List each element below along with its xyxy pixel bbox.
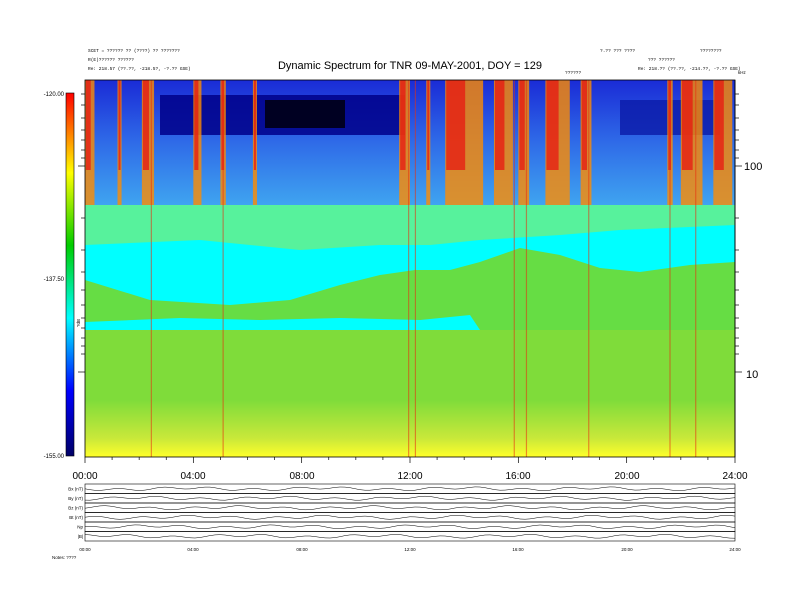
bottom-x-tick-0: 00:00 xyxy=(79,547,91,552)
panel-label-0: Bx (nT) xyxy=(68,486,83,491)
colorbar xyxy=(65,92,75,457)
spectrogram-upper-green xyxy=(85,205,735,250)
spectrogram-lower-band xyxy=(85,330,735,457)
bottom-x-tick-2: 08:00 xyxy=(296,547,308,552)
header-right-line2: ??? ?????? xyxy=(648,57,675,63)
burst-core-5 xyxy=(253,80,256,170)
bottom-x-tick-3: 12:00 xyxy=(404,547,416,552)
panel-label-2: Bz (nT) xyxy=(68,505,83,510)
header-left-line1: SCET = ?????? ?? (????) ?? ??????? xyxy=(88,48,180,54)
header-center-small: ?????? xyxy=(565,70,582,76)
y-tick-10: 10 xyxy=(746,369,758,381)
panel-frame-5 xyxy=(84,531,736,542)
panel-label-5: |B| xyxy=(78,534,83,539)
x-tick-6: 24:00 xyxy=(722,471,747,482)
panel-label-3: Bt (nT) xyxy=(69,515,83,520)
burst-core-12 xyxy=(581,80,588,170)
panel-trace-2 xyxy=(84,505,736,511)
y-tick-100: 100 xyxy=(744,161,762,173)
spectrogram-dark-core xyxy=(265,100,345,128)
burst-core-11 xyxy=(546,80,559,170)
burst-core-2 xyxy=(142,80,149,170)
burst-core-1 xyxy=(118,80,121,170)
spectrogram xyxy=(85,80,735,457)
header-right-line1: ?.?? ??? ???? xyxy=(600,48,635,54)
x-tick-3: 12:00 xyxy=(397,471,422,482)
burst-core-9 xyxy=(494,80,505,170)
header-left-line2: R(E)?????? ?????? xyxy=(88,57,134,63)
burst-core-10 xyxy=(519,80,525,170)
x-tick-4: 16:00 xyxy=(505,471,530,482)
colorbar-tick-bottom: -155.00 xyxy=(44,454,65,460)
panel-trace-4 xyxy=(84,524,736,529)
x-tick-5: 20:00 xyxy=(614,471,639,482)
burst-core-6 xyxy=(400,80,406,170)
header-far-right-line1: ???????? xyxy=(700,48,722,54)
panel-trace-5 xyxy=(84,534,736,539)
x-tick-2: 08:00 xyxy=(289,471,314,482)
burst-core-14 xyxy=(681,80,693,170)
right-axis-ticks xyxy=(78,93,742,373)
header-left-line3: Re: 218.57 (??.??, -218.5?, -?.?? GSE) xyxy=(88,66,191,72)
panel-frame-4 xyxy=(84,521,736,532)
bottom-x-tick-4: 16:00 xyxy=(512,547,524,552)
burst-core-15 xyxy=(714,80,724,170)
burst-core-8 xyxy=(446,80,466,170)
burst-core-0 xyxy=(86,80,91,170)
panel-frame-3 xyxy=(84,512,736,523)
colorbar-tick-mid: -137.50 xyxy=(44,277,65,283)
lower-panels: Bx (nT) By (nT) Bz (nT) Bt (nT) Np |B| xyxy=(68,483,736,542)
bottom-notes-label: Notes: ???? xyxy=(52,555,77,560)
burst-core-3 xyxy=(194,80,199,170)
colorbar-tick-top: -120.00 xyxy=(44,92,65,98)
panel-label-4: Np xyxy=(77,524,83,529)
x-tick-0: 00:00 xyxy=(72,471,97,482)
chart-title: Dynamic Spectrum for TNR 09-MAY-2001, DO… xyxy=(278,60,542,72)
header-right-line3: Re: 218.?? (??.??, -214.??, -?.?? GSE) xyxy=(638,66,741,72)
panel-trace-3 xyxy=(84,515,736,520)
x-axis-ticks xyxy=(84,457,736,463)
burst-core-7 xyxy=(427,80,430,170)
bottom-x-tick-5: 20:00 xyxy=(621,547,633,552)
x-tick-1: 04:00 xyxy=(180,471,205,482)
colorbar-label: ?dB xyxy=(76,319,81,327)
panel-frame-2 xyxy=(84,502,736,513)
panel-label-1: By (nT) xyxy=(68,496,83,501)
bottom-x-tick-6: 24:00 xyxy=(729,547,741,552)
panel-trace-1 xyxy=(84,495,736,501)
bottom-x-tick-1: 04:00 xyxy=(187,547,199,552)
spectrogram-plasma-line-band xyxy=(85,248,735,330)
y-unit-label: kHz xyxy=(738,70,746,75)
burst-lines xyxy=(150,80,697,457)
panel-trace-0 xyxy=(84,486,736,491)
